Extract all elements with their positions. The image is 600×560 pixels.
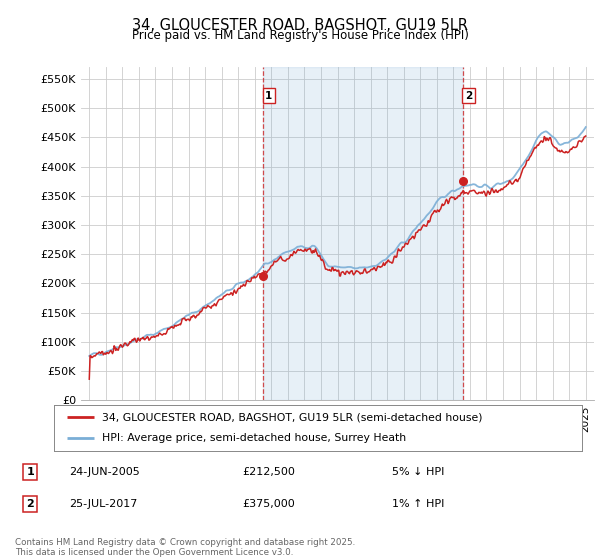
Bar <box>263 67 463 400</box>
Text: 1: 1 <box>265 91 272 101</box>
Text: 24-JUN-2005: 24-JUN-2005 <box>70 467 140 477</box>
Text: £212,500: £212,500 <box>242 467 295 477</box>
Text: Contains HM Land Registry data © Crown copyright and database right 2025.
This d: Contains HM Land Registry data © Crown c… <box>15 538 355 557</box>
Text: HPI: Average price, semi-detached house, Surrey Heath: HPI: Average price, semi-detached house,… <box>101 433 406 444</box>
Text: 2: 2 <box>26 499 34 509</box>
Text: 2: 2 <box>465 91 472 101</box>
Text: 1% ↑ HPI: 1% ↑ HPI <box>392 499 445 509</box>
Text: 34, GLOUCESTER ROAD, BAGSHOT, GU19 5LR: 34, GLOUCESTER ROAD, BAGSHOT, GU19 5LR <box>132 18 468 33</box>
Text: £375,000: £375,000 <box>242 499 295 509</box>
Text: 5% ↓ HPI: 5% ↓ HPI <box>392 467 445 477</box>
Text: 1: 1 <box>26 467 34 477</box>
Text: Price paid vs. HM Land Registry's House Price Index (HPI): Price paid vs. HM Land Registry's House … <box>131 29 469 42</box>
Text: 34, GLOUCESTER ROAD, BAGSHOT, GU19 5LR (semi-detached house): 34, GLOUCESTER ROAD, BAGSHOT, GU19 5LR (… <box>101 412 482 422</box>
Text: 25-JUL-2017: 25-JUL-2017 <box>70 499 138 509</box>
